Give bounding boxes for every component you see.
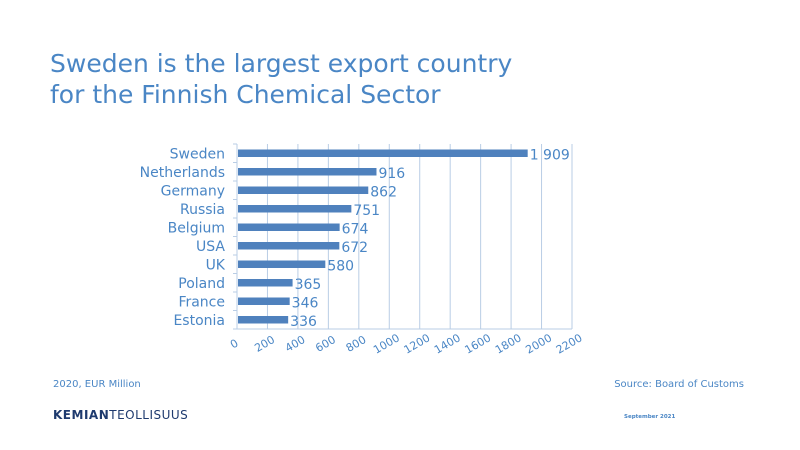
x-tick-label: 1000: [371, 331, 402, 356]
category-label: Germany: [161, 183, 225, 199]
value-label: 672: [341, 240, 368, 256]
x-tick-label: 2000: [523, 331, 554, 356]
logo-light-text: TEOLLISUUS: [109, 408, 189, 422]
bar: [238, 149, 528, 157]
date-label: September 2021: [624, 414, 676, 420]
x-tick-label: 400: [283, 333, 308, 355]
bar: [238, 242, 340, 250]
company-logo: KEMIANTEOLLISUUS: [53, 408, 188, 422]
category-label: Estonia: [173, 313, 225, 329]
x-tick-label: 1400: [432, 331, 463, 356]
category-label: UK: [206, 257, 226, 273]
category-label: Netherlands: [140, 165, 225, 181]
bar: [238, 279, 293, 287]
x-tick-label: 600: [313, 333, 338, 355]
value-label: 336: [290, 314, 317, 330]
x-tick-label: 1800: [493, 331, 524, 356]
units-footnote: 2020, EUR Million: [53, 379, 141, 390]
x-tick-label: 0: [228, 337, 241, 352]
value-label: 862: [370, 184, 397, 200]
source-note: Source: Board of Customs: [614, 379, 744, 390]
value-label: 751: [353, 203, 380, 219]
value-label: 674: [342, 221, 369, 237]
slide-title: Sweden is the largest export country for…: [50, 48, 690, 110]
x-tick-label: 200: [252, 333, 277, 355]
category-label: USA: [196, 239, 225, 255]
category-label: Sweden: [170, 146, 225, 162]
logo-bold-text: KEMIAN: [53, 408, 110, 422]
bar: [238, 186, 369, 194]
bar: [238, 316, 289, 324]
title-line-1: Sweden is the largest export country: [50, 49, 513, 78]
value-label: 365: [295, 277, 322, 293]
category-label: Belgium: [168, 220, 225, 236]
value-label: 916: [378, 166, 405, 182]
category-label: France: [178, 294, 225, 310]
bar: [238, 205, 352, 213]
category-label: Russia: [180, 202, 225, 218]
x-tick-label: 800: [344, 333, 369, 355]
x-tick-label: 1200: [402, 331, 433, 356]
category-label: Poland: [178, 276, 225, 292]
bar: [238, 297, 290, 305]
x-tick-label: 2200: [554, 331, 585, 356]
value-label: 1 909: [530, 147, 570, 163]
value-label: 346: [292, 295, 319, 311]
x-tick-label: 1600: [463, 331, 494, 356]
bar: [238, 223, 340, 231]
bar: [238, 260, 326, 268]
value-label: 580: [327, 258, 354, 274]
bar: [238, 168, 377, 176]
title-line-2: for the Finnish Chemical Sector: [50, 80, 441, 109]
